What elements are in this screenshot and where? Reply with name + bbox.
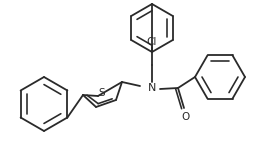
- Text: S: S: [99, 88, 105, 98]
- Text: Cl: Cl: [147, 37, 157, 47]
- Text: O: O: [182, 112, 190, 122]
- Text: N: N: [148, 83, 156, 93]
